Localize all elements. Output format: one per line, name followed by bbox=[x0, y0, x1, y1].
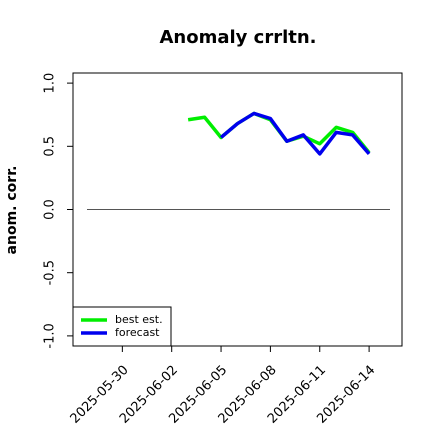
legend-label: best est. bbox=[115, 313, 163, 326]
y-tick-label: 1.0 bbox=[43, 73, 58, 94]
chart-title: Anomaly crrltn. bbox=[159, 27, 316, 48]
y-tick-label: 0.0 bbox=[43, 199, 58, 220]
series-line bbox=[219, 111, 371, 156]
y-axis-title: anom. corr. bbox=[4, 166, 20, 255]
legend-box bbox=[72, 306, 172, 347]
y-tick-label: -0.5 bbox=[43, 260, 58, 285]
legend-label: forecast bbox=[115, 326, 160, 339]
y-tick-label: -1.0 bbox=[43, 323, 58, 348]
y-tick-label: 0.5 bbox=[43, 136, 58, 157]
